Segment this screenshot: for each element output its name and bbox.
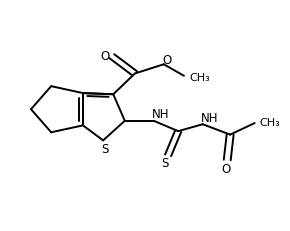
Text: NH: NH bbox=[152, 108, 170, 121]
Text: S: S bbox=[162, 157, 169, 170]
Text: S: S bbox=[101, 142, 108, 155]
Text: CH₃: CH₃ bbox=[189, 73, 210, 83]
Text: O: O bbox=[162, 54, 171, 67]
Text: CH₃: CH₃ bbox=[260, 117, 281, 127]
Text: O: O bbox=[100, 49, 109, 62]
Text: O: O bbox=[221, 162, 231, 175]
Text: NH: NH bbox=[201, 111, 219, 124]
